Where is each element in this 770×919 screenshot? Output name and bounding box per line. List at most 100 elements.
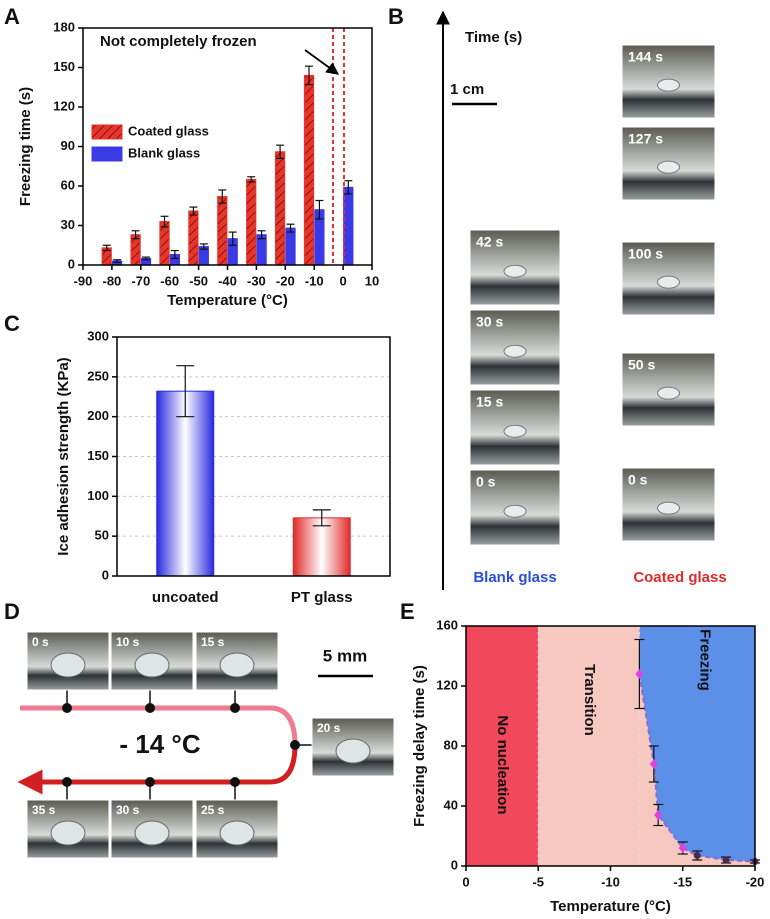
region-label: No nucleation	[494, 715, 511, 814]
frame-time: 42 s	[476, 234, 503, 250]
bar	[159, 221, 170, 266]
y-tick-label: 30	[61, 217, 75, 232]
path-bottom	[17, 744, 298, 795]
panel-label: A	[4, 4, 20, 29]
frame-time: 35 s	[32, 803, 56, 817]
region	[466, 626, 539, 866]
y-tick-label: 300	[87, 328, 109, 343]
y-tick-label: 40	[444, 797, 458, 812]
x-tick-label: 10	[365, 273, 379, 288]
legend-swatch	[91, 146, 123, 162]
panel-label: B	[388, 4, 404, 29]
scale-bar-label: 1 cm	[450, 81, 484, 98]
bar	[285, 227, 296, 266]
panel-label: D	[4, 599, 20, 624]
column-label: Coated glass	[633, 569, 726, 586]
droplet	[657, 501, 680, 515]
point	[693, 852, 701, 859]
frame-time: 25 s	[201, 803, 225, 817]
frame-time: 0 s	[32, 635, 49, 649]
x-tick-label: PT glass	[291, 589, 353, 606]
y-axis-label: Freezing delay time (s)	[411, 665, 428, 827]
bar	[217, 196, 228, 266]
y-tick-label: 0	[102, 567, 109, 582]
droplet	[657, 386, 680, 400]
x-tick-label: -70	[131, 273, 150, 288]
bar	[343, 186, 354, 266]
frame-time: 100 s	[628, 246, 663, 262]
x-tick-label: -10	[601, 874, 620, 889]
x-tick-label: -15	[673, 874, 692, 889]
y-tick-label: 100	[87, 488, 109, 503]
temperature-label: - 14 °C	[119, 729, 200, 759]
y-axis-label: Ice adhesion strength (KPa)	[55, 357, 72, 555]
x-tick-label: -40	[218, 273, 237, 288]
y-tick-label: 150	[87, 448, 109, 463]
droplet	[335, 738, 371, 764]
bar	[274, 151, 286, 266]
droplet	[503, 344, 527, 358]
point	[635, 669, 644, 679]
legend-label: Blank glass	[128, 145, 200, 160]
droplet	[657, 160, 680, 174]
x-tick-label: 0	[462, 874, 469, 889]
droplet	[219, 820, 255, 846]
frame-time: 15 s	[201, 635, 225, 649]
droplet	[134, 820, 170, 846]
plot-frame	[465, 625, 756, 867]
x-axis-label: Temperature (°C)	[167, 292, 288, 309]
x-tick-label: 0	[339, 273, 346, 288]
y-tick-label: 180	[53, 19, 75, 34]
y-tick-label: 0	[451, 857, 458, 872]
legend-swatch	[91, 124, 123, 140]
frame-time: 127 s	[628, 131, 663, 147]
panel-label: E	[400, 599, 415, 624]
y-tick-label: 160	[436, 617, 458, 632]
x-tick-label: -80	[103, 273, 122, 288]
column-label: Blank glass	[473, 569, 556, 586]
frame-time: 10 s	[116, 635, 140, 649]
y-tick-label: 0	[68, 256, 75, 271]
y-tick-label: 120	[53, 98, 75, 113]
x-tick-label: -20	[276, 273, 295, 288]
frame-time: 20 s	[317, 721, 341, 735]
droplet	[50, 652, 86, 678]
x-tick-label: -30	[247, 273, 266, 288]
droplet	[657, 78, 680, 92]
plot-frame	[116, 336, 391, 577]
bar	[292, 517, 351, 577]
y-tick-label: 80	[444, 737, 458, 752]
frame-time: 30 s	[476, 314, 503, 330]
path-top	[20, 705, 298, 746]
droplet	[503, 264, 527, 278]
x-tick-label: -90	[74, 273, 93, 288]
y-tick-label: 250	[87, 368, 109, 383]
point	[722, 856, 730, 864]
region-label: Freezing	[696, 629, 713, 691]
x-tick-label: -20	[746, 874, 765, 889]
y-tick-label: 200	[87, 408, 109, 423]
annotation-arrow	[304, 49, 340, 75]
panel-label: C	[4, 311, 20, 336]
photo-frame	[469, 389, 561, 466]
droplet	[219, 652, 255, 678]
x-tick-label: -50	[189, 273, 208, 288]
x-axis-label: Temperature (°C)	[550, 898, 671, 915]
droplet	[50, 820, 86, 846]
point	[654, 810, 663, 820]
frame-time: 50 s	[628, 357, 655, 373]
x-tick-label: -60	[160, 273, 179, 288]
region	[639, 626, 755, 862]
plot-frame	[82, 27, 373, 266]
frame-time: 144 s	[628, 49, 663, 65]
frame-time: 15 s	[476, 394, 503, 410]
y-tick-label: 60	[61, 177, 75, 192]
droplet	[657, 275, 680, 289]
point	[649, 759, 658, 769]
photo-frame	[621, 352, 716, 427]
y-tick-label: 150	[53, 59, 75, 74]
bar	[156, 390, 215, 577]
droplet	[134, 652, 170, 678]
bar	[246, 178, 257, 266]
